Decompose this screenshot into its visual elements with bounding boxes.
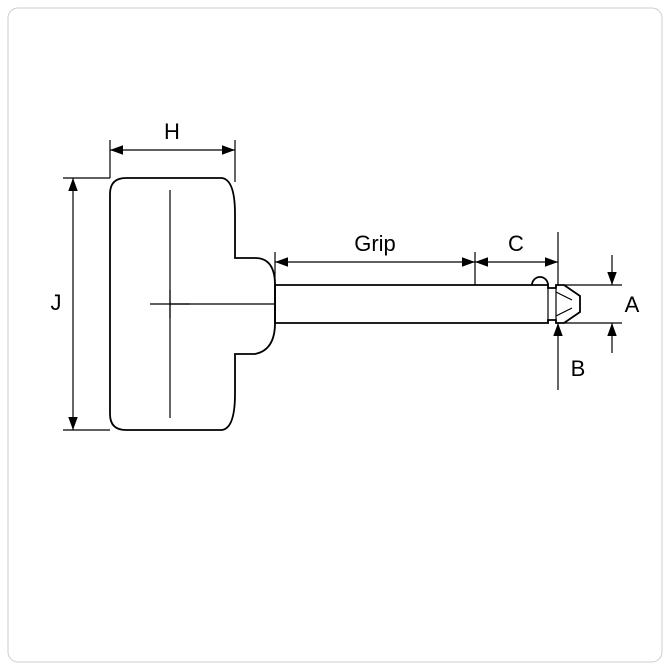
frame xyxy=(8,8,662,662)
dim-H: H xyxy=(110,119,235,182)
dim-B: B xyxy=(558,323,585,390)
dimension-diagram: J H Grip C A B xyxy=(0,0,670,670)
dim-J-label: J xyxy=(51,290,62,315)
dim-C-label: C xyxy=(508,231,524,256)
dim-A-label: A xyxy=(625,292,640,317)
dim-Grip: Grip xyxy=(275,231,475,285)
tip-chamfer-bot xyxy=(556,308,572,316)
dim-C: C xyxy=(475,231,558,285)
dim-A: A xyxy=(564,255,640,353)
shaft xyxy=(275,277,580,323)
dim-B-label: B xyxy=(571,356,586,381)
dim-Grip-label: Grip xyxy=(354,231,396,256)
dim-H-label: H xyxy=(164,119,180,144)
t-handle xyxy=(110,178,275,430)
tip-chamfer-top xyxy=(556,292,572,300)
shaft-outline xyxy=(275,285,580,323)
detent-ball xyxy=(532,277,548,285)
dim-J: J xyxy=(51,178,111,430)
